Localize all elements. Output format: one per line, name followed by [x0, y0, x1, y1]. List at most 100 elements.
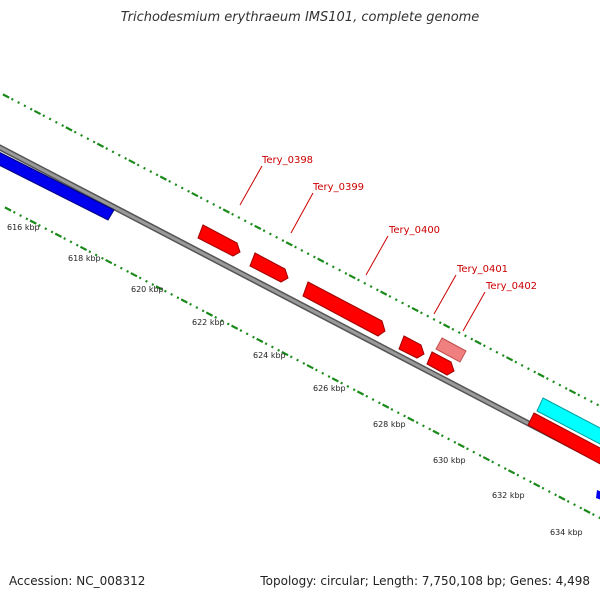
- label-tery-0398: Tery_0398: [261, 155, 313, 166]
- inner-tick-minor: [516, 473, 520, 477]
- inner-tick-minor: [38, 223, 41, 227]
- inner-tick-minor: [422, 424, 425, 428]
- gene-feature-cyan[interactable]: [536, 397, 600, 446]
- label-tery-0402: Tery_0402: [485, 281, 537, 292]
- outer-tick-major: [442, 323, 451, 329]
- inner-tick-major: [482, 456, 490, 462]
- scale-label-630: 630 kbp: [433, 456, 466, 465]
- outer-tick-minor: [533, 370, 537, 374]
- outer-tick-major: [317, 257, 325, 263]
- outer-tick-minor: [73, 130, 77, 134]
- inner-tick-minor: [214, 315, 218, 319]
- outer-tick-major: [505, 356, 514, 362]
- leader-tery-0402: [462, 291, 486, 332]
- outer-tick-minor: [199, 196, 203, 200]
- scale-label-634: 634 kbp: [550, 528, 583, 537]
- inner-tick-minor: [541, 486, 545, 490]
- inner-tick-minor: [119, 266, 123, 270]
- outer-tick-minor: [520, 363, 524, 367]
- inner-tick-major: [558, 495, 566, 501]
- inner-tick-major: [180, 298, 188, 304]
- gene-feature-red-right[interactable]: [527, 412, 600, 466]
- outer-tick-major: [285, 241, 293, 247]
- outer-tick-minor: [420, 311, 423, 315]
- inner-tick-minor: [277, 348, 281, 352]
- inner-tick-minor: [88, 250, 92, 254]
- inner-tick-minor: [163, 289, 167, 293]
- outer-tick-minor: [501, 354, 505, 357]
- inner-tick-minor: [453, 440, 457, 444]
- inner-tick-major: [130, 272, 138, 278]
- outer-tick-minor: [558, 383, 562, 387]
- outer-tick-minor: [155, 173, 159, 177]
- inner-tick-minor: [296, 358, 299, 362]
- outer-tick-minor: [168, 179, 172, 183]
- inner-tick-minor: [195, 306, 199, 309]
- gene-tery-0399[interactable]: [249, 252, 289, 283]
- outer-tick-minor: [357, 278, 360, 282]
- gene-tery-0398[interactable]: [197, 224, 241, 257]
- inner-tick-minor: [579, 506, 583, 510]
- gene-feature-blue-small[interactable]: [596, 490, 600, 501]
- inner-tick-minor: [201, 309, 205, 313]
- inner-tick-major: [583, 508, 591, 514]
- outer-tick-minor: [482, 344, 486, 348]
- outer-tick-minor: [306, 252, 310, 256]
- inner-tick-minor: [447, 437, 450, 441]
- inner-tick-minor: [113, 263, 117, 267]
- inner-tick-minor: [327, 375, 331, 378]
- inner-tick-minor: [220, 319, 224, 323]
- outer-tick-major: [128, 159, 136, 165]
- inner-tick-minor: [19, 214, 22, 218]
- outer-tick-minor: [218, 206, 222, 210]
- label-tery-0400: Tery_0400: [388, 225, 440, 236]
- gene-tery-0401[interactable]: [398, 335, 425, 359]
- inner-tick-minor: [566, 499, 570, 503]
- inner-tick-major: [356, 390, 365, 396]
- outer-tick-minor: [243, 219, 247, 223]
- inner-tick-major: [507, 469, 516, 475]
- outer-tick-minor: [363, 281, 367, 285]
- outer-tick-minor: [231, 212, 234, 216]
- inner-tick-major: [230, 324, 239, 330]
- outer-tick-minor: [294, 245, 297, 249]
- inner-tick-minor: [50, 230, 54, 234]
- gene-tery-0402[interactable]: [435, 337, 467, 363]
- inner-tick-minor: [321, 371, 325, 375]
- gene-tery-0401b[interactable]: [426, 351, 455, 376]
- outer-tick-minor: [375, 288, 379, 292]
- outer-tick-minor: [527, 367, 530, 371]
- outer-tick-minor: [80, 133, 83, 137]
- gene-feature-blue[interactable]: [0, 150, 115, 221]
- scale-label-620: 620 kbp: [131, 285, 164, 294]
- inner-tick-major: [281, 350, 289, 357]
- inner-tick-minor: [591, 513, 595, 516]
- scale-label-622: 622 kbp: [192, 318, 225, 327]
- outer-tick-major: [537, 372, 545, 378]
- inner-tick-minor: [176, 296, 180, 300]
- inner-tick-minor: [403, 414, 406, 418]
- inner-tick-major: [105, 258, 113, 265]
- leader-tery-0398: [239, 165, 263, 206]
- inner-tick-minor: [170, 292, 174, 296]
- outer-tick-minor: [489, 347, 493, 351]
- genome-backbone-highlight: [0, 145, 600, 463]
- scale-label-628: 628 kbp: [373, 420, 406, 429]
- outer-tick-minor: [552, 380, 555, 384]
- inner-tick-minor: [315, 368, 318, 372]
- outer-tick-minor: [401, 301, 404, 305]
- outer-tick-minor: [61, 124, 65, 128]
- inner-tick-minor: [352, 388, 356, 392]
- outer-tick-major: [411, 306, 419, 313]
- outer-tick-major: [2, 93, 10, 99]
- outer-tick-minor: [338, 268, 341, 272]
- outer-tick-major: [96, 142, 105, 148]
- gene-tery-0400[interactable]: [302, 281, 386, 337]
- inner-tick-major: [205, 311, 214, 317]
- outer-tick-minor: [268, 232, 272, 236]
- outer-tick-minor: [407, 304, 411, 308]
- outer-tick-major: [159, 175, 167, 181]
- outer-tick-minor: [206, 199, 209, 203]
- outer-tick-minor: [212, 202, 216, 206]
